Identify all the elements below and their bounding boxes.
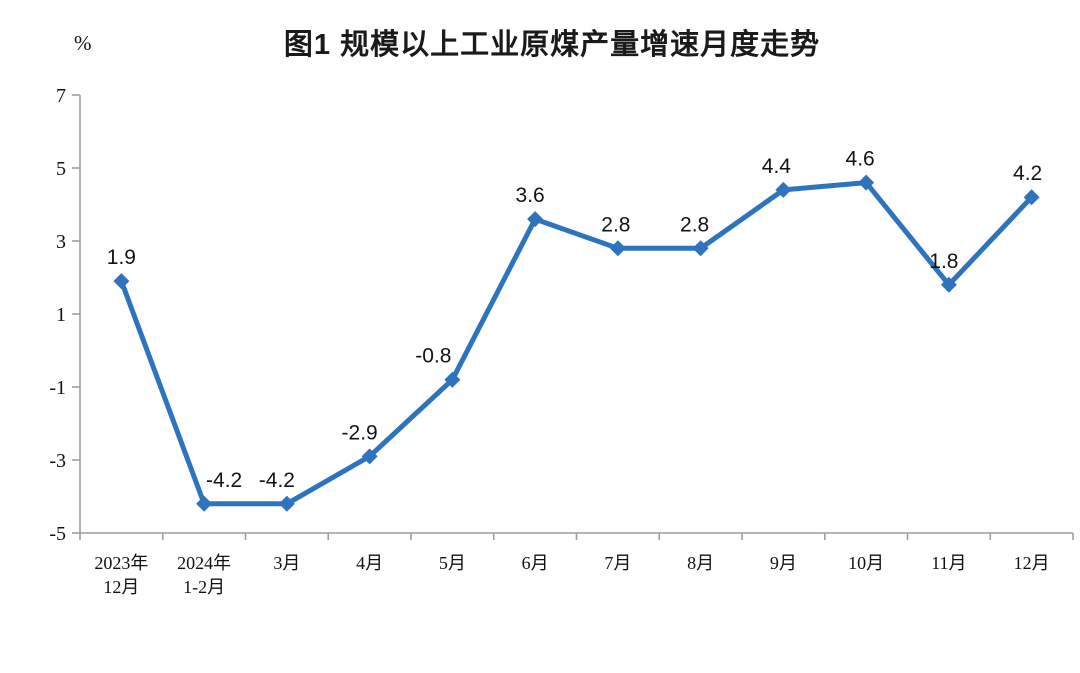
y-axis-unit-label: % bbox=[74, 31, 92, 55]
data-point-marker bbox=[361, 448, 378, 465]
data-point-label: 2.8 bbox=[680, 213, 709, 236]
series-line bbox=[118, 180, 1035, 507]
data-point-label: -2.9 bbox=[342, 421, 378, 444]
y-axis-tick-label: 5 bbox=[56, 158, 66, 180]
data-point-marker bbox=[278, 495, 295, 512]
data-point-label: 4.6 bbox=[846, 148, 875, 171]
data-point-marker bbox=[858, 174, 875, 191]
y-axis-tick-label: 1 bbox=[56, 304, 66, 326]
x-axis-category-label: 11月 bbox=[931, 553, 966, 573]
x-axis-category-label: 6月 bbox=[522, 553, 549, 573]
data-point-marker bbox=[940, 276, 957, 293]
data-point-label: 2.8 bbox=[601, 213, 630, 236]
data-point-label: 1.8 bbox=[929, 250, 958, 273]
data-point-marker bbox=[527, 211, 544, 228]
data-point-label: -4.2 bbox=[206, 469, 242, 492]
data-point-marker bbox=[1023, 189, 1040, 206]
data-point-label: 3.6 bbox=[516, 184, 545, 207]
data-point-marker bbox=[444, 371, 461, 388]
x-axis-category-label: 7月 bbox=[604, 553, 631, 573]
x-axis-category-label: 2024年 1-2月 bbox=[177, 553, 231, 597]
data-point-label: 1.9 bbox=[107, 246, 136, 269]
data-point-label: -0.8 bbox=[415, 345, 451, 368]
x-axis-category-label: 4月 bbox=[356, 553, 383, 573]
chart-title: 图1 规模以上工业原煤产量增速月度走势 bbox=[283, 29, 821, 61]
x-axis-category-label: 8月 bbox=[687, 553, 714, 573]
x-axis-category-label: 9月 bbox=[770, 553, 797, 573]
data-point-label: -4.2 bbox=[259, 469, 295, 492]
x-axis-category-label: 3月 bbox=[273, 553, 300, 573]
data-point-label: 4.2 bbox=[1013, 162, 1042, 185]
data-point-marker bbox=[692, 240, 709, 257]
y-axis-tick-label: 3 bbox=[56, 231, 66, 253]
data-point-marker bbox=[196, 495, 213, 512]
y-axis-tick-label: -3 bbox=[49, 450, 66, 472]
data-point-marker bbox=[113, 273, 130, 290]
data-point-label: 4.4 bbox=[762, 155, 792, 178]
data-point-marker bbox=[775, 181, 792, 198]
x-axis-category-label: 2023年 12月 bbox=[94, 553, 148, 597]
y-axis-tick-label: 7 bbox=[56, 85, 66, 107]
y-axis-tick-label: -1 bbox=[49, 377, 66, 399]
data-point-marker bbox=[609, 240, 626, 257]
x-axis-category-label: 12月 bbox=[1014, 553, 1050, 573]
x-axis-category-label: 5月 bbox=[439, 553, 466, 573]
x-axis-category-label: 10月 bbox=[848, 553, 884, 573]
y-axis-tick-label: -5 bbox=[49, 523, 66, 545]
